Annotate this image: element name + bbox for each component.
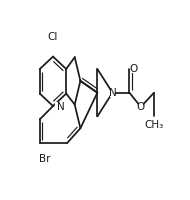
Bar [150,120,158,129]
Bar [139,102,143,111]
Text: O: O [137,102,145,112]
Text: N: N [57,102,65,112]
Bar [55,102,59,111]
Text: N: N [109,88,116,98]
Bar [41,154,48,163]
Text: CH₃: CH₃ [144,120,164,130]
Text: O: O [129,64,137,74]
Bar [131,65,135,73]
Text: Br: Br [39,154,50,164]
Text: Cl: Cl [48,32,58,42]
Bar [49,33,57,42]
Bar [110,88,115,97]
